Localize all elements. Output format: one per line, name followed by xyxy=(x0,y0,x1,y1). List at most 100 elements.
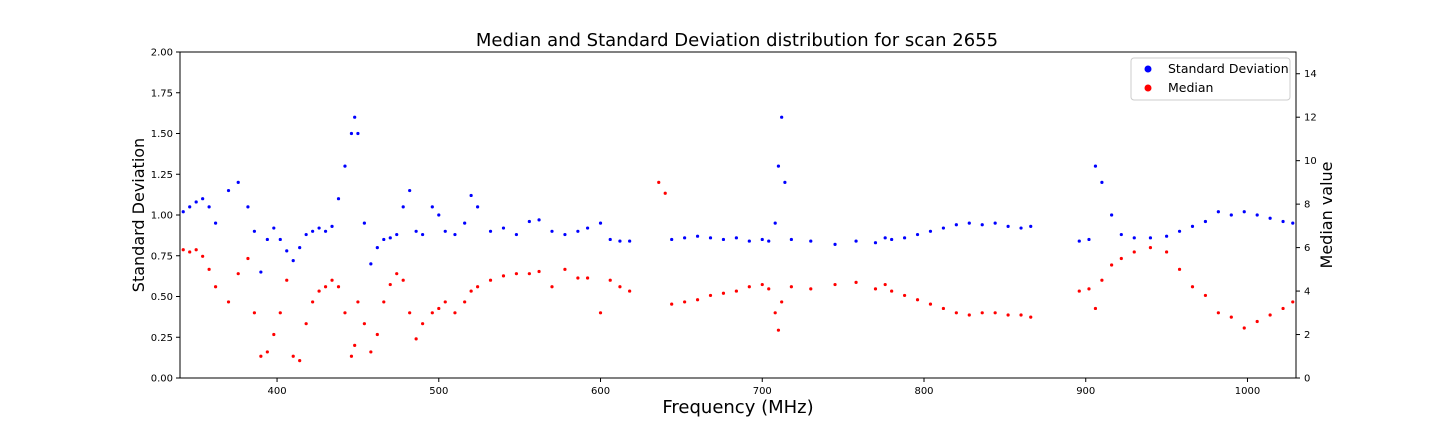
std-deviation-point xyxy=(1216,210,1220,214)
median-point xyxy=(1093,306,1098,311)
median-point xyxy=(1242,326,1246,330)
median-point xyxy=(252,311,256,315)
median-point xyxy=(1177,267,1182,271)
median-point xyxy=(993,311,997,315)
median-point xyxy=(670,302,674,306)
std-deviation-point xyxy=(954,223,958,227)
std-deviation-point xyxy=(408,188,412,193)
std-deviation-point xyxy=(488,229,493,233)
std-deviation-point xyxy=(993,221,997,225)
median-point xyxy=(343,311,347,315)
legend-label-median: Median xyxy=(1168,80,1213,95)
median-point xyxy=(265,350,269,354)
std-deviation-point xyxy=(809,239,813,243)
median-point xyxy=(181,248,185,252)
median-point xyxy=(414,337,418,341)
median-point xyxy=(873,287,878,291)
std-deviation-point xyxy=(695,234,700,238)
std-deviation-points xyxy=(181,115,1295,274)
median-point xyxy=(663,191,667,195)
median-point xyxy=(213,285,218,289)
median-point xyxy=(1203,293,1208,298)
std-deviation-point xyxy=(1119,232,1123,237)
median-point xyxy=(780,300,784,304)
median-point xyxy=(488,278,493,282)
median-point xyxy=(304,322,308,326)
median-point xyxy=(767,287,771,291)
std-deviation-point xyxy=(1006,224,1010,229)
std-deviation-point xyxy=(317,226,321,230)
median-point xyxy=(201,254,205,258)
median-point xyxy=(776,328,781,332)
std-deviation-point xyxy=(1255,213,1259,217)
std-deviation-point xyxy=(773,221,777,225)
legend-marker-median xyxy=(1144,84,1152,92)
y-right-tick-label: 0 xyxy=(1304,374,1310,385)
std-deviation-point xyxy=(285,249,289,253)
std-deviation-point xyxy=(369,262,373,266)
median-point xyxy=(598,311,603,315)
std-deviation-point xyxy=(323,229,328,233)
std-deviation-point xyxy=(1203,219,1208,224)
std-deviation-point xyxy=(833,242,837,246)
std-deviation-point xyxy=(747,239,751,243)
x-tick-label: 400 xyxy=(267,386,286,397)
median-point xyxy=(1006,313,1010,317)
y-right-tick-label: 4 xyxy=(1304,287,1310,298)
std-deviation-point xyxy=(1077,239,1081,243)
std-deviation-point xyxy=(598,221,603,225)
y-left-tick-label: 1.75 xyxy=(151,88,173,99)
median-point xyxy=(1110,263,1114,267)
median-point xyxy=(1229,315,1233,319)
median-point xyxy=(1132,250,1136,254)
median-point xyxy=(323,285,328,289)
median-point xyxy=(1190,285,1195,289)
std-deviation-point xyxy=(336,197,341,201)
median-point xyxy=(1291,300,1295,304)
std-deviation-point xyxy=(783,180,787,184)
y-left-tick-label: 0.25 xyxy=(151,333,173,344)
median-point xyxy=(207,267,211,271)
median-point xyxy=(734,289,738,293)
std-deviation-point xyxy=(527,219,531,224)
std-deviation-point xyxy=(618,239,622,243)
std-deviation-point xyxy=(670,237,674,242)
median-point xyxy=(291,354,295,358)
median-point xyxy=(563,267,567,271)
median-point xyxy=(657,180,661,184)
median-point xyxy=(408,311,412,315)
std-deviation-point xyxy=(902,236,907,240)
std-deviation-point xyxy=(437,213,441,217)
median-point xyxy=(789,285,793,289)
median-point xyxy=(298,359,302,363)
std-deviation-point xyxy=(443,229,447,233)
x-tick-label: 800 xyxy=(914,386,933,397)
median-point xyxy=(1216,311,1220,315)
std-deviation-point xyxy=(1291,221,1295,225)
std-deviation-point xyxy=(1087,237,1091,242)
plot-frame xyxy=(179,51,1297,379)
std-deviation-point xyxy=(1190,224,1195,229)
x-tick-label: 900 xyxy=(1076,386,1095,397)
median-point xyxy=(585,276,590,280)
std-deviation-point xyxy=(883,236,887,240)
median-point xyxy=(194,248,198,252)
y-left-tick-label: 2.00 xyxy=(151,48,173,59)
std-deviation-point xyxy=(265,237,269,242)
std-deviation-point xyxy=(721,237,726,242)
std-deviation-point xyxy=(501,226,506,230)
median-point xyxy=(1281,306,1285,311)
std-deviation-point xyxy=(1229,213,1233,217)
std-deviation-point xyxy=(980,223,984,227)
median-point xyxy=(430,311,434,315)
median-point xyxy=(628,289,632,293)
median-point xyxy=(362,322,366,326)
std-deviation-point xyxy=(349,131,354,136)
std-deviation-point xyxy=(854,239,858,243)
std-deviation-point xyxy=(1110,213,1114,217)
y-left-tick-label: 0.75 xyxy=(151,251,173,262)
legend: Standard Deviation Median xyxy=(1130,57,1291,101)
std-deviation-point xyxy=(353,115,357,119)
median-point xyxy=(537,269,541,274)
median-point xyxy=(915,298,920,302)
